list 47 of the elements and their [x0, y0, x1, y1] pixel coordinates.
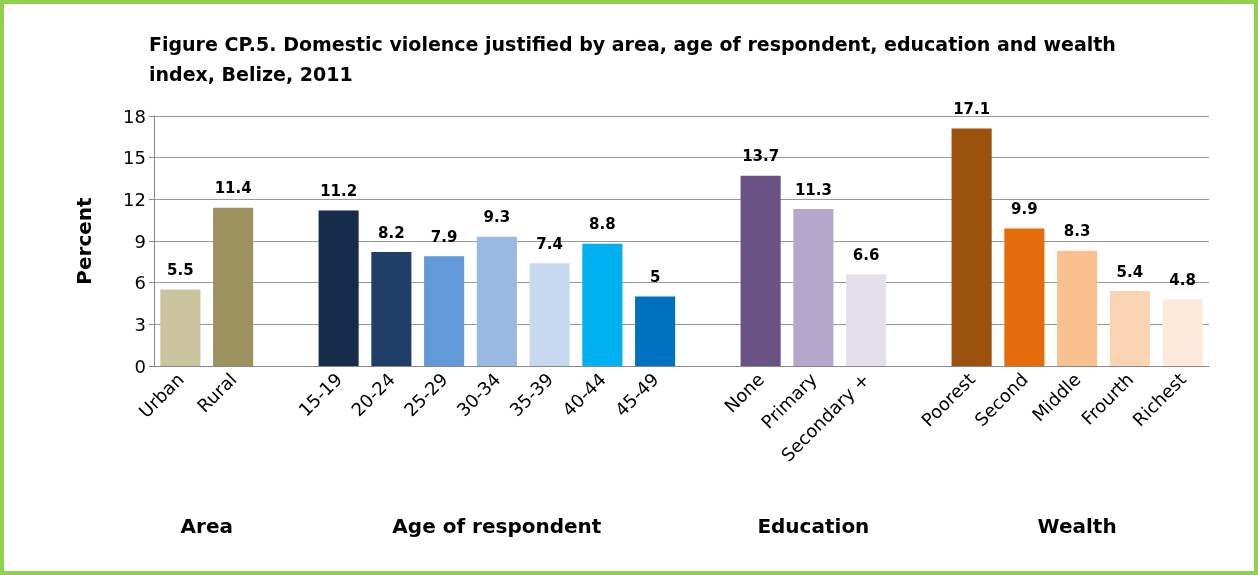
- text: Age of respondent: [392, 514, 602, 538]
- bar: [635, 296, 676, 366]
- bar: [1004, 228, 1045, 366]
- text: Education: [757, 514, 870, 538]
- data-label: 7.9: [430, 227, 458, 246]
- data-label: 13.7: [742, 147, 780, 166]
- y-tick-label: 6: [134, 272, 146, 294]
- data-label: 8.8: [589, 215, 616, 234]
- y-axis-title: Percent: [72, 196, 96, 285]
- bar: [740, 175, 781, 366]
- data-label: 11.4: [214, 179, 252, 198]
- y-tick-label: 15: [123, 147, 146, 169]
- bar: [951, 128, 992, 366]
- bar: [476, 236, 517, 366]
- bar: [371, 252, 412, 366]
- bar: [1109, 291, 1150, 366]
- y-tick-label: 0: [134, 355, 146, 377]
- y-tick-label: 12: [123, 188, 146, 210]
- text: Wealth: [1037, 514, 1117, 538]
- data-label: 4.8: [1169, 270, 1196, 289]
- data-label: 6.6: [852, 245, 880, 264]
- bar: [846, 274, 887, 366]
- bar: [793, 209, 834, 366]
- data-label: 5.4: [1116, 262, 1144, 281]
- data-label: 9.3: [483, 208, 511, 227]
- data-label: 17.1: [953, 100, 991, 118]
- bar: [160, 289, 201, 366]
- bar: [1057, 250, 1098, 366]
- text: Area: [180, 514, 233, 538]
- data-label: 11.3: [794, 180, 832, 199]
- data-label: 11.2: [320, 181, 358, 200]
- data-label: 8.3: [1063, 222, 1091, 241]
- data-label: 5.5: [167, 261, 194, 280]
- y-tick-label: 18: [123, 105, 146, 127]
- y-tick-label: 3: [134, 313, 146, 335]
- y-tick-label: 9: [134, 230, 146, 252]
- bar: [318, 210, 359, 366]
- bar: [213, 207, 254, 366]
- bar: [424, 256, 465, 366]
- data-label: 7.4: [536, 234, 563, 253]
- data-label: 8.2: [378, 223, 405, 242]
- data-label: 5: [649, 268, 661, 287]
- bar: [529, 263, 570, 366]
- bar: [582, 243, 623, 366]
- data-label: 9.9: [1011, 200, 1038, 218]
- chart-title: Figure CP.5. Domestic violence justified by area, age of respondent, education and wealth index, Belize, 2011: [149, 33, 1123, 85]
- bar: [1162, 299, 1203, 366]
